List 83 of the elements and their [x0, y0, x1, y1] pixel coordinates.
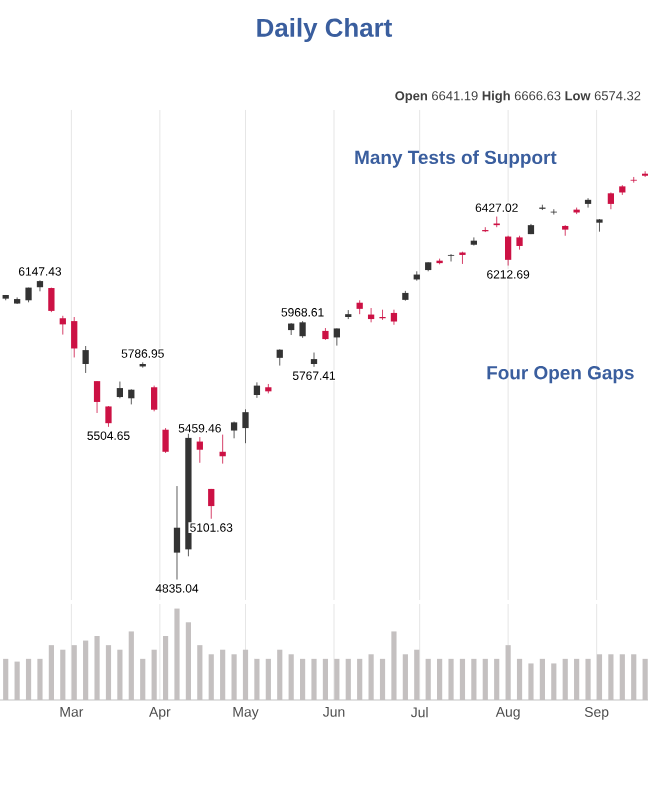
bar	[505, 645, 511, 700]
chart-title: Daily Chart	[257, 17, 393, 43]
bar	[48, 645, 54, 700]
bar	[242, 649, 249, 700]
candlestick	[504, 235, 512, 266]
bar	[299, 658, 306, 700]
bar	[288, 654, 294, 700]
bar	[368, 654, 374, 700]
bar	[482, 658, 488, 700]
bar	[551, 663, 557, 700]
bar	[345, 658, 351, 700]
bar	[117, 649, 123, 700]
bar	[585, 658, 591, 700]
bar	[162, 636, 169, 700]
bar	[608, 654, 614, 700]
candlestick	[196, 436, 203, 464]
bar	[459, 658, 466, 700]
candlestick	[162, 427, 169, 454]
bar	[25, 658, 32, 700]
bar	[208, 654, 214, 700]
candlestick	[82, 345, 89, 374]
bar	[174, 608, 180, 700]
bar	[322, 658, 329, 700]
bar	[151, 649, 157, 700]
text: Many Tests of Support	[355, 150, 557, 168]
bar	[471, 658, 477, 700]
bar	[231, 654, 237, 700]
bar	[539, 658, 545, 700]
bar	[562, 658, 568, 700]
annotation: Four Open Gaps	[487, 366, 634, 384]
candlestick	[607, 192, 615, 210]
bar	[357, 658, 363, 700]
bar	[128, 631, 134, 700]
bar	[220, 649, 226, 700]
bar	[596, 654, 603, 700]
candlestick	[253, 381, 261, 399]
candlestick	[596, 218, 603, 233]
candlestick	[36, 279, 44, 292]
bar	[71, 645, 77, 700]
bar	[631, 654, 637, 700]
candlestick	[208, 488, 215, 520]
candlestick	[230, 421, 238, 439]
bar	[277, 649, 283, 700]
bar	[334, 658, 340, 700]
bar	[3, 658, 9, 700]
bar	[311, 658, 317, 700]
bar	[619, 654, 625, 700]
bar	[265, 658, 271, 700]
bar	[642, 658, 648, 700]
candlestick	[242, 408, 249, 444]
bar	[516, 658, 523, 700]
bar	[185, 622, 192, 700]
candlestick	[151, 385, 158, 412]
candlestick	[470, 236, 478, 246]
candlestick	[390, 309, 398, 326]
candlestick	[93, 380, 101, 414]
bar	[379, 658, 386, 700]
bar	[83, 640, 89, 700]
bar	[425, 658, 431, 700]
bar	[94, 636, 100, 700]
bar	[60, 649, 66, 700]
candlestick	[459, 251, 466, 265]
bar	[448, 658, 454, 700]
candlestick	[105, 405, 112, 428]
bar	[494, 658, 500, 700]
bar	[140, 658, 146, 700]
candlestick	[48, 287, 55, 313]
bar	[37, 658, 43, 700]
bar	[402, 654, 408, 700]
candlestick	[173, 485, 181, 580]
candlestick	[310, 352, 318, 368]
candlestick	[116, 381, 124, 399]
candlestick	[59, 315, 66, 335]
bar	[528, 663, 534, 700]
bar	[437, 658, 443, 700]
bar	[105, 645, 112, 700]
bar	[391, 631, 397, 700]
candlestick	[71, 316, 78, 358]
bar	[14, 661, 20, 700]
bar	[197, 645, 203, 700]
bar	[414, 649, 420, 700]
bar	[254, 658, 260, 700]
bar	[574, 658, 580, 700]
